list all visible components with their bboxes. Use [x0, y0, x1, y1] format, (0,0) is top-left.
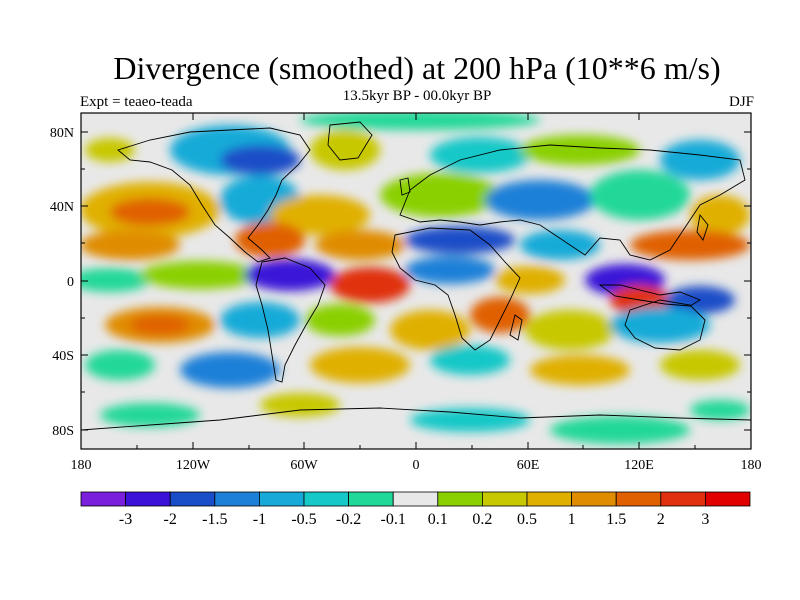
lat-label-40n: 40N: [50, 200, 74, 215]
lon-label-60e: 60E: [517, 458, 540, 473]
continent-outlines: [81, 121, 751, 431]
lon-label-120w: 120W: [176, 458, 211, 473]
colorbar-swatch: [481, 491, 528, 507]
colorbar-label: 3: [701, 511, 709, 528]
colorbar-label: 0.2: [472, 511, 492, 528]
colorbar-swatch: [80, 491, 126, 507]
colorbar-swatch: [214, 491, 260, 507]
colorbar-label: -2: [164, 511, 177, 528]
colorbar-label: -1: [253, 511, 266, 528]
lat-label-40s: 40S: [52, 349, 74, 364]
lon-tick-marks: [136, 113, 696, 449]
lat-label-0: 0: [67, 275, 74, 290]
experiment-label: Expt = teaeo-teada: [80, 94, 193, 110]
lat-label-80n: 80N: [50, 126, 74, 141]
contour-field: [81, 113, 751, 444]
colorbar-label: -0.5: [291, 511, 316, 528]
lon-label-60w: 60W: [290, 458, 318, 473]
season-label: DJF: [728, 94, 754, 110]
lat-label-80s: 80S: [52, 424, 74, 439]
colorbar-swatch: [392, 491, 439, 507]
colorbar-swatch: [169, 491, 216, 507]
colorbar-label: 0.5: [517, 511, 537, 528]
lon-label-180e: 180: [741, 458, 762, 473]
colorbar-swatch: [125, 491, 171, 507]
lon-label-120e: 120E: [624, 458, 654, 473]
colorbar-label: -1.5: [202, 511, 227, 528]
colorbar-label: 1: [568, 511, 576, 528]
colorbar-label: 0.1: [428, 511, 448, 528]
colorbar: -3 -2 -1.5 -1 -0.5 -0.2 -0.1 0.1 0.2 0.5 1 1.5 2 3: [80, 491, 751, 528]
colorbar-swatch: [348, 491, 394, 507]
colorbar-swatch: [437, 491, 483, 507]
colorbar-swatch: [615, 491, 662, 507]
colorbar-swatch: [705, 491, 751, 507]
lat-tick-marks: [81, 131, 751, 431]
colorbar-label: 1.5: [606, 511, 626, 528]
map-subtitle: 13.5kyr BP - 00.0kyr BP: [342, 88, 492, 104]
colorbar-swatch: [258, 491, 305, 507]
colorbar-label: -0.1: [381, 511, 406, 528]
lon-label-0: 0: [413, 458, 420, 473]
colorbar-label: 2: [657, 511, 665, 528]
colorbar-swatch: [571, 491, 617, 507]
map-title: Divergence (smoothed) at 200 hPa (10**6 …: [113, 50, 721, 86]
colorbar-label: -3: [119, 511, 132, 528]
colorbar-swatch: [303, 491, 349, 507]
lon-label-180w: 180: [71, 458, 92, 473]
colorbar-label: -0.2: [336, 511, 361, 528]
colorbar-swatch: [660, 491, 706, 507]
colorbar-swatch: [526, 491, 572, 507]
